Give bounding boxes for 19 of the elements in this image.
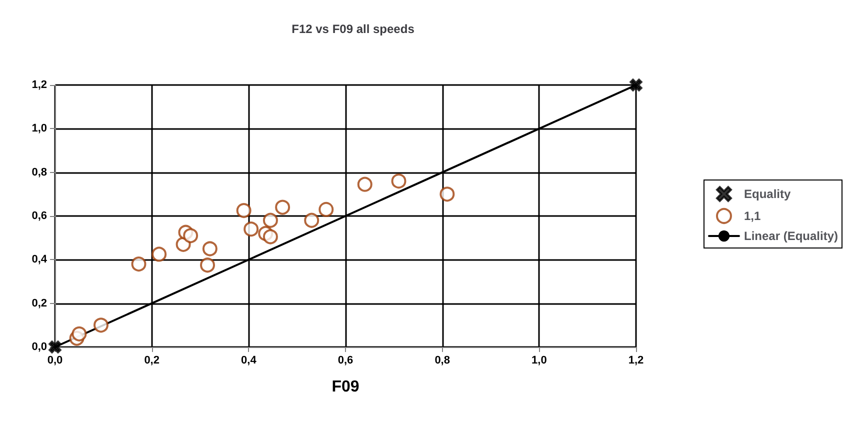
y-tick-label: 1,2 — [32, 79, 47, 91]
x-tick-label: 1,0 — [532, 354, 547, 366]
legend-label: Linear (Equality) — [744, 229, 838, 243]
y-tick-label: 0,6 — [32, 210, 47, 222]
y-tick-label: 0,8 — [32, 166, 47, 178]
x-tick-label: 0,4 — [241, 354, 258, 366]
y-tick-label: 0,2 — [32, 297, 47, 310]
y-tick-label: 0,4 — [32, 254, 48, 266]
y-tick-label: 0,0 — [32, 341, 47, 353]
x-tick-label: 1,2 — [628, 354, 644, 366]
y-tick-label: 1,0 — [32, 122, 47, 135]
x-tick-label: 0,2 — [144, 354, 160, 366]
legend-label: Equality — [744, 187, 791, 201]
x-axis-title: F09 — [332, 378, 360, 396]
x-tick-label: 0,0 — [47, 354, 63, 366]
x-tick-label: 0,8 — [434, 354, 450, 366]
legend-label: 1,1 — [744, 209, 761, 223]
chart-title: F12 vs F09 all speeds — [292, 22, 415, 36]
x-tick-label: 0,6 — [338, 354, 354, 366]
